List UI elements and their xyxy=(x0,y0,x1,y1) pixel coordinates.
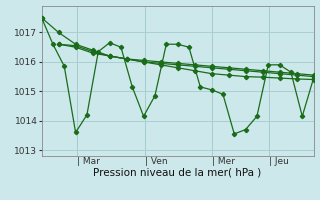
X-axis label: Pression niveau de la mer( hPa ): Pression niveau de la mer( hPa ) xyxy=(93,168,262,178)
